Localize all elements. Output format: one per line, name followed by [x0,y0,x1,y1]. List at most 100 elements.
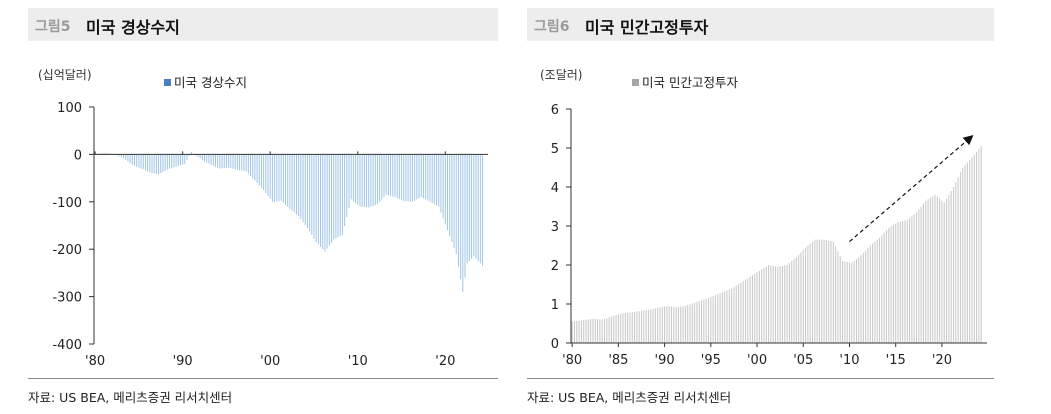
data-bar [758,270,760,343]
data-bar [603,318,606,343]
data-bar [971,157,973,343]
data-bar [929,197,931,343]
data-bar [881,235,883,343]
data-bar [818,239,820,343]
y-tick-label: 6 [551,103,559,118]
data-bar [775,266,777,343]
data-bar [457,154,459,267]
data-bar [300,154,302,219]
data-bar [731,288,733,343]
data-bar [707,297,710,343]
data-bar [696,301,698,343]
data-bar [394,154,396,198]
data-bar [151,154,153,173]
data-bar [832,241,834,343]
data-bar [322,154,324,250]
data-bar [234,154,236,170]
chart-panel-private-fixed-investment: 그림6 미국 민간고정투자 (조달러) 미국 민간고정투자 6 5 4 3 2 1 0'80… [527,0,994,414]
data-bar [899,221,901,343]
x-tick-label: '15 [886,353,906,368]
data-bar [326,154,328,249]
data-bar [449,154,451,237]
data-bar [952,187,955,343]
data-bar [643,310,645,343]
data-bar [777,266,779,343]
data-bar [610,316,612,343]
data-bar [204,154,206,162]
data-bar [830,241,832,343]
data-bar [302,154,304,222]
data-bar [585,319,587,343]
data-bar [946,198,948,343]
data-bar [724,291,726,343]
data-bar [835,246,837,343]
data-bar [250,154,251,176]
data-bar [955,182,957,343]
data-bar [705,298,707,343]
data-bar [144,154,146,171]
data-bar [201,154,203,161]
divider [527,378,994,379]
data-bar [943,202,945,343]
data-bar [846,262,848,343]
data-bar [217,154,219,168]
data-bar [851,263,853,343]
data-bar [592,318,594,343]
source-note: 자료: US BEA, 메리츠증권 리서치센터 [28,390,233,405]
x-tick-label: '00 [747,353,767,368]
legend-swatch [164,79,171,86]
data-bar [466,154,468,264]
data-bar [576,320,578,343]
data-bar [922,203,924,343]
data-bar [175,154,177,167]
y-tick-label: 1 [551,298,559,313]
data-bar [673,306,675,343]
data-bar [447,154,448,231]
data-bar [357,154,359,205]
data-bar [429,154,431,202]
data-bar [339,154,341,237]
data-bar [127,154,129,162]
data-bar [962,167,964,343]
data-bar [405,154,407,202]
data-bar [379,154,381,202]
data-bar [407,154,409,202]
data-bar [101,153,103,155]
data-bar [455,154,457,254]
data-bar [805,247,807,343]
data-bar [436,154,438,206]
data-bar [638,311,640,343]
data-bar [932,196,934,343]
data-bar [267,154,269,196]
data-bar [909,218,911,343]
data-bar [823,239,825,343]
data-bar [136,154,138,167]
data-bar [911,216,913,343]
data-bar [418,154,420,199]
data-bar [385,154,387,195]
data-bar [475,154,477,259]
data-bar [747,278,749,343]
data-bar [654,308,656,343]
data-bar [599,319,601,343]
x-tick-label: '90 [655,353,675,368]
data-bar [304,154,306,225]
data-bar [221,154,223,169]
y-tick-label: 4 [551,181,559,196]
data-bar [352,154,354,202]
data-bar [853,261,855,343]
data-bar [230,154,232,169]
data-bar [328,154,330,246]
data-bar [252,154,254,179]
y-tick-label: 5 [551,142,559,157]
data-bar [615,315,617,343]
data-bar [409,154,411,202]
data-bar [888,227,890,343]
data-bar [451,154,453,243]
data-bar [617,314,619,343]
data-bar [738,284,740,343]
data-bar [950,190,952,343]
data-bar [779,266,781,343]
y-tick-label: -400 [52,338,82,353]
x-tick-label: '80 [85,354,105,369]
